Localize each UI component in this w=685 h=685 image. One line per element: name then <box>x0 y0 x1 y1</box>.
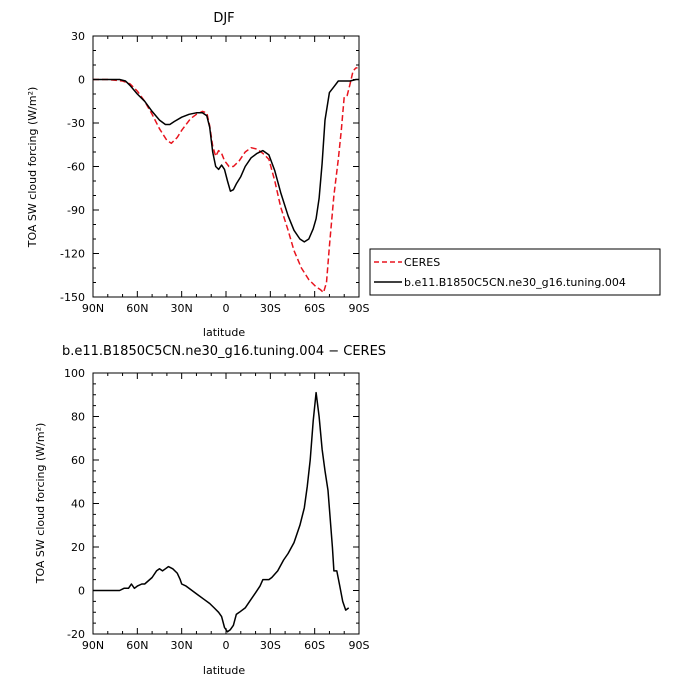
top-plot-frame <box>92 35 360 298</box>
top-x-tick-label: 30S <box>260 302 281 315</box>
top-y-tick-label: -150 <box>60 291 85 304</box>
bottom-y-tick-label: 40 <box>71 498 85 511</box>
bottom-x-tick-label: 60N <box>126 639 148 652</box>
top-x-tick-label: 60N <box>126 302 148 315</box>
bottom-y-tick-label: 20 <box>71 541 85 554</box>
legend-label-model: b.e11.B1850C5CN.ne30_g16.tuning.004 <box>404 276 626 289</box>
bottom-y-tick-label: 80 <box>71 411 85 424</box>
top-x-axis-label: latitude <box>203 326 245 339</box>
bottom-panel: b.e11.B1850C5CN.ne30_g16.tuning.004 − CE… <box>34 344 386 677</box>
top-x-tick-label: 0 <box>223 302 230 315</box>
top-y-tick-label: -120 <box>60 248 85 261</box>
bottom-y-tick-label: -20 <box>67 628 85 641</box>
top-plot-title: DJF <box>213 11 234 26</box>
top-x-tick-label: 90S <box>349 302 370 315</box>
top-series-line-0 <box>93 67 358 294</box>
bottom-x-axis-label: latitude <box>203 664 245 677</box>
bottom-y-axis-label: TOA SW cloud forcing (W/m²) <box>34 423 47 585</box>
top-y-tick-label: -30 <box>67 117 85 130</box>
top-y-tick-label: -90 <box>67 204 85 217</box>
top-x-tick-label: 30N <box>171 302 193 315</box>
top-y-axis-label: TOA SW cloud forcing (W/m²) <box>26 87 39 249</box>
bottom-axis-ticks: 90N 60N 30N 0 30S 60S 90S 100 80 60 40 20 0 -20 <box>64 367 370 652</box>
bottom-y-tick-label: 100 <box>64 367 85 380</box>
bottom-plot-title: b.e11.B1850C5CN.ne30_g16.tuning.004 − CE… <box>62 344 386 359</box>
top-axis-ticks: 90N 60N 30N 0 30S 60S 90S 30 0 -30 -60 -90 -120 -150 <box>60 30 369 315</box>
top-panel: DJF 90N 60N 30N 0 30S 60S 90S 30 0 -30 -60 -90 -120 -… <box>26 11 370 339</box>
top-y-tick-label: 0 <box>78 74 85 87</box>
top-y-tick-label: 30 <box>71 30 85 43</box>
legend-box <box>369 248 661 296</box>
bottom-x-tick-label: 30N <box>171 639 193 652</box>
bottom-x-tick-label: 90S <box>349 639 370 652</box>
bottom-y-tick-label: 60 <box>71 454 85 467</box>
bottom-series-line-0 <box>93 391 350 633</box>
top-x-tick-label: 60S <box>304 302 325 315</box>
bottom-x-tick-label: 90N <box>82 639 104 652</box>
bottom-x-tick-label: 30S <box>260 639 281 652</box>
top-x-tick-label: 90N <box>82 302 104 315</box>
legend-label-ceres: CERES <box>404 256 440 269</box>
bottom-y-tick-label: 0 <box>78 585 85 598</box>
bottom-series-lines <box>93 391 350 633</box>
bottom-x-tick-label: 0 <box>223 639 230 652</box>
legend: CERES b.e11.B1850C5CN.ne30_g16.tuning.00… <box>369 248 661 296</box>
bottom-x-tick-label: 60S <box>304 639 325 652</box>
top-series-line-1 <box>93 78 359 243</box>
top-y-tick-label: -60 <box>67 161 85 174</box>
top-series-lines <box>93 67 359 294</box>
